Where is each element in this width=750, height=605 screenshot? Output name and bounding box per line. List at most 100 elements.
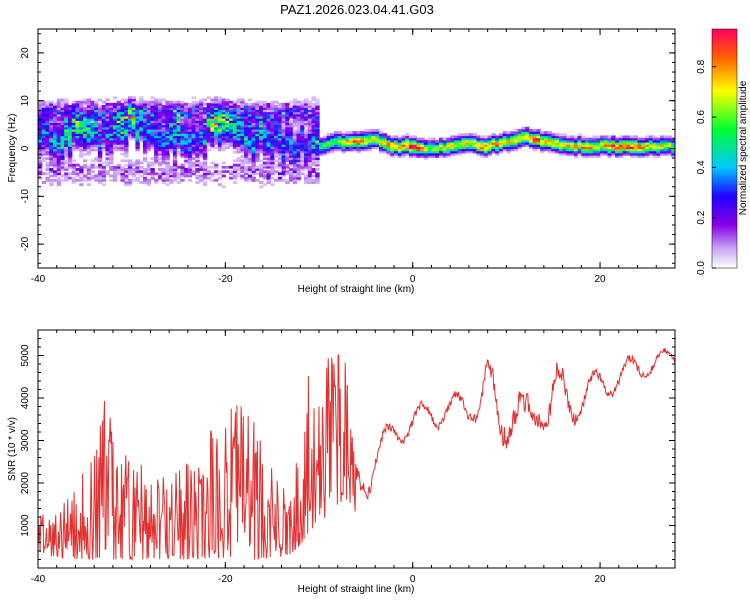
heatmap-cell bbox=[150, 163, 155, 167]
heatmap-cell bbox=[94, 133, 99, 137]
heatmap-cell bbox=[491, 137, 496, 141]
heatmap-cell bbox=[240, 109, 245, 113]
heatmap-cell bbox=[187, 118, 193, 121]
heatmap-cell bbox=[480, 141, 485, 145]
heatmap-cell bbox=[60, 111, 65, 115]
heatmap-cell bbox=[214, 96, 219, 100]
heatmap-cell bbox=[79, 168, 84, 171]
heatmap-cell bbox=[169, 131, 174, 134]
heatmap-cell bbox=[131, 122, 137, 126]
heatmap-cell bbox=[221, 146, 226, 150]
heatmap-cell bbox=[521, 133, 526, 137]
heatmap-cell bbox=[79, 126, 84, 130]
heatmap-cell bbox=[247, 159, 253, 163]
heatmap-cell bbox=[262, 161, 268, 165]
heatmap-cell bbox=[82, 178, 88, 182]
heatmap-cell bbox=[206, 144, 211, 147]
heatmap-cell bbox=[532, 128, 537, 132]
heatmap-cell bbox=[67, 118, 73, 121]
heatmap-cell bbox=[150, 137, 155, 141]
heatmap-cell bbox=[349, 146, 354, 150]
heatmap-cell bbox=[274, 120, 279, 124]
heatmap-cell bbox=[202, 165, 208, 169]
heatmap-cell bbox=[202, 128, 208, 132]
heatmap-cell bbox=[150, 131, 155, 134]
heatmap-cell bbox=[236, 111, 241, 115]
heatmap-cell bbox=[86, 131, 92, 134]
heatmap-cell bbox=[431, 152, 436, 156]
heatmap-cell bbox=[139, 122, 144, 126]
heatmap-cell bbox=[139, 115, 144, 119]
heatmap-cell bbox=[45, 165, 50, 169]
heatmap-cell bbox=[150, 133, 155, 137]
heatmap-cell bbox=[558, 141, 564, 145]
heatmap-cell bbox=[184, 172, 189, 176]
heatmap-cell bbox=[450, 148, 455, 152]
heatmap-cell bbox=[176, 172, 181, 176]
heatmap-cell bbox=[45, 157, 50, 160]
heatmap-cell bbox=[116, 144, 122, 147]
heatmap-cell bbox=[570, 150, 575, 154]
heatmap-cell bbox=[251, 111, 256, 115]
heatmap-cell bbox=[56, 165, 62, 169]
heatmap-cell bbox=[172, 146, 178, 150]
heatmap-cell bbox=[97, 120, 103, 124]
heatmap-cell bbox=[45, 139, 50, 143]
heatmap-cell bbox=[476, 144, 481, 147]
heatmap-cell bbox=[270, 115, 275, 119]
heatmap-cell bbox=[229, 113, 234, 117]
heatmap-cell bbox=[71, 176, 77, 180]
heatmap-cell bbox=[247, 111, 253, 115]
heatmap-cell bbox=[127, 96, 133, 100]
heatmap-cell bbox=[67, 137, 73, 141]
heatmap-cell bbox=[311, 155, 316, 158]
heatmap-cell bbox=[154, 107, 159, 110]
heatmap-cell bbox=[307, 118, 313, 121]
heatmap-cell bbox=[581, 152, 586, 156]
heatmap-cell bbox=[255, 148, 260, 152]
heatmap-cell bbox=[116, 163, 122, 167]
heatmap-cell bbox=[472, 150, 478, 154]
heatmap-cell bbox=[97, 122, 103, 126]
heatmap-cell bbox=[67, 105, 73, 108]
heatmap-cell bbox=[112, 131, 118, 134]
heatmap-cell bbox=[270, 176, 275, 180]
heatmap-cell bbox=[165, 128, 170, 132]
heatmap-cell bbox=[412, 139, 418, 143]
heatmap-cell bbox=[56, 128, 62, 132]
heatmap-cell bbox=[127, 111, 133, 115]
heatmap-cell bbox=[79, 102, 84, 106]
heatmap-cell bbox=[146, 168, 152, 171]
heatmap-cell bbox=[120, 109, 125, 113]
heatmap-cell bbox=[101, 107, 107, 110]
heatmap-cell bbox=[154, 111, 159, 115]
heatmap-cell bbox=[105, 163, 110, 167]
heatmap-cell bbox=[79, 135, 84, 139]
heatmap-cell bbox=[232, 159, 238, 163]
heatmap-cell bbox=[491, 141, 496, 145]
heatmap-cell bbox=[536, 135, 541, 139]
heatmap-cell bbox=[315, 148, 320, 152]
heatmap-cell bbox=[510, 133, 515, 137]
heatmap-cell bbox=[154, 124, 159, 128]
heatmap-cell bbox=[277, 152, 283, 156]
heatmap-cell bbox=[105, 159, 110, 163]
heatmap-cell bbox=[457, 139, 463, 143]
heatmap-cell bbox=[262, 126, 268, 130]
heatmap-cell bbox=[176, 120, 181, 124]
heatmap-cell bbox=[101, 122, 107, 126]
heatmap-cell bbox=[244, 135, 249, 139]
heatmap-cell bbox=[150, 168, 155, 171]
heatmap-cell bbox=[240, 159, 245, 163]
heatmap-cell bbox=[146, 144, 152, 147]
heatmap-cell bbox=[210, 100, 215, 104]
heatmap-cell bbox=[225, 115, 230, 119]
heatmap-cell bbox=[506, 148, 511, 152]
heatmap-cell bbox=[652, 144, 657, 147]
heatmap-cell bbox=[255, 178, 260, 182]
heatmap-cell bbox=[71, 120, 77, 124]
heatmap-cell bbox=[315, 174, 320, 178]
heatmap-cell bbox=[56, 141, 62, 145]
heatmap-cell bbox=[296, 170, 301, 173]
heatmap-cell bbox=[251, 165, 256, 169]
